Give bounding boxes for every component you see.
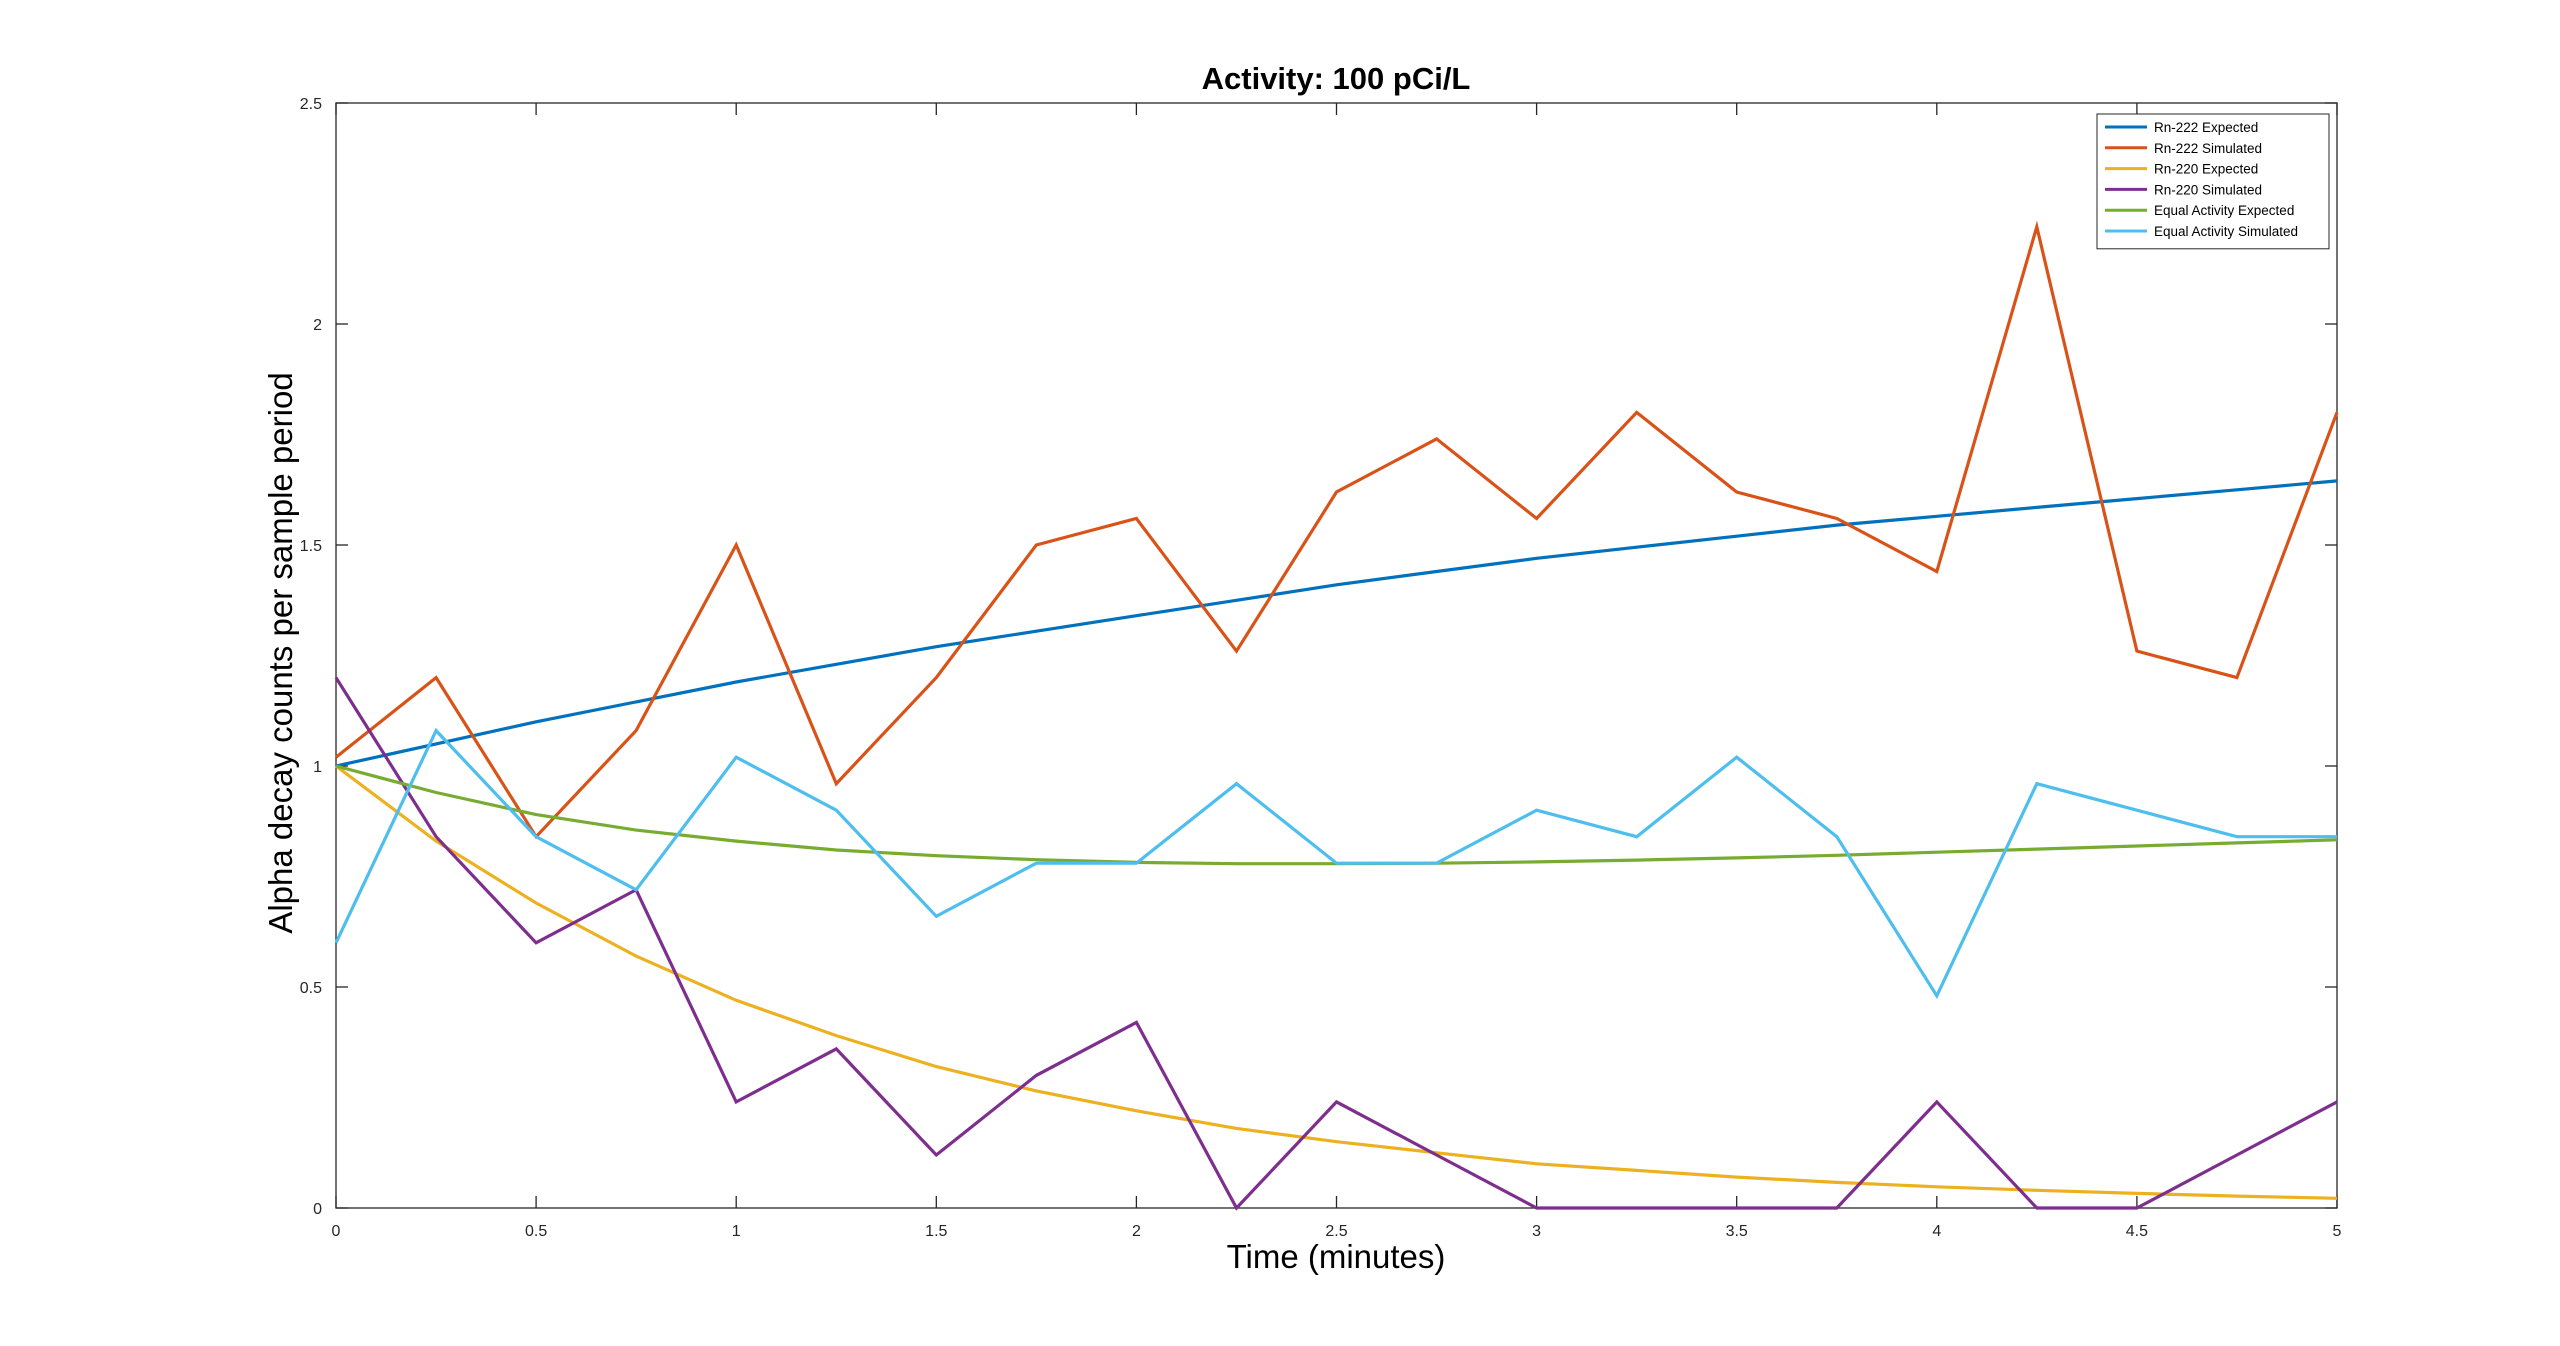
x-tick-label: 2 [1132, 1223, 1141, 1240]
legend: Rn-222 Expected Rn-222 Simulated Rn-220 Ex… [2096, 113, 2330, 250]
legend-label: Rn-220 Expected [2154, 162, 2258, 177]
x-tick-label: 0.5 [525, 1223, 547, 1240]
y-tick-label: 2 [313, 317, 322, 334]
series-line-rn-220-expected [335, 764, 2338, 1200]
legend-label: Rn-220 Simulated [2154, 182, 2262, 197]
x-tick-label: 4 [1932, 1223, 1941, 1240]
legend-label: Equal Activity Expected [2154, 203, 2294, 218]
x-tick-label: 5 [2333, 1223, 2342, 1240]
x-tick-label: 2.5 [1325, 1223, 1347, 1240]
x-axis-label: Time (minutes) [1227, 1238, 1446, 1275]
x-tick-label: 4.5 [2126, 1223, 2148, 1240]
y-tick-label: 1.5 [300, 538, 322, 555]
x-tick-label: 3.5 [1726, 1223, 1748, 1240]
x-tick-label: 3 [1532, 1223, 1541, 1240]
plot-frame [335, 102, 2338, 1209]
x-tick-label: 0 [332, 1223, 341, 1240]
x-tick-label: 1 [732, 1223, 741, 1240]
y-tick-label: 0 [313, 1201, 322, 1218]
series-line-rn-222-expected [335, 479, 2338, 768]
plot-axes: 0 0.5 1 1.5 2 2.5 3 3.5 4 4.5 5 0 0.5 1 1.5 2 2.5 [300, 96, 2342, 1240]
legend-label: Rn-222 Expected [2154, 120, 2258, 135]
series-line-rn-220-simulated [334, 676, 2338, 1211]
legend-box [2096, 113, 2330, 250]
legend-label: Equal Activity Simulated [2154, 224, 2298, 239]
x-tick-label: 1.5 [925, 1223, 947, 1240]
y-axis-label: Alpha decay counts per sample period [262, 372, 299, 933]
y-tick-label: 1 [313, 759, 322, 776]
y-tick-label: 2.5 [300, 96, 322, 113]
chart-title: Activity: 100 pCi/L [1202, 61, 1471, 96]
series-layer [334, 220, 2339, 1211]
y-tick-label: 0.5 [300, 980, 322, 997]
series-line-rn-222-simulated [335, 220, 2339, 840]
legend-label: Rn-222 Simulated [2154, 141, 2262, 156]
series-line-equal-activity-simulated [334, 727, 2337, 1000]
